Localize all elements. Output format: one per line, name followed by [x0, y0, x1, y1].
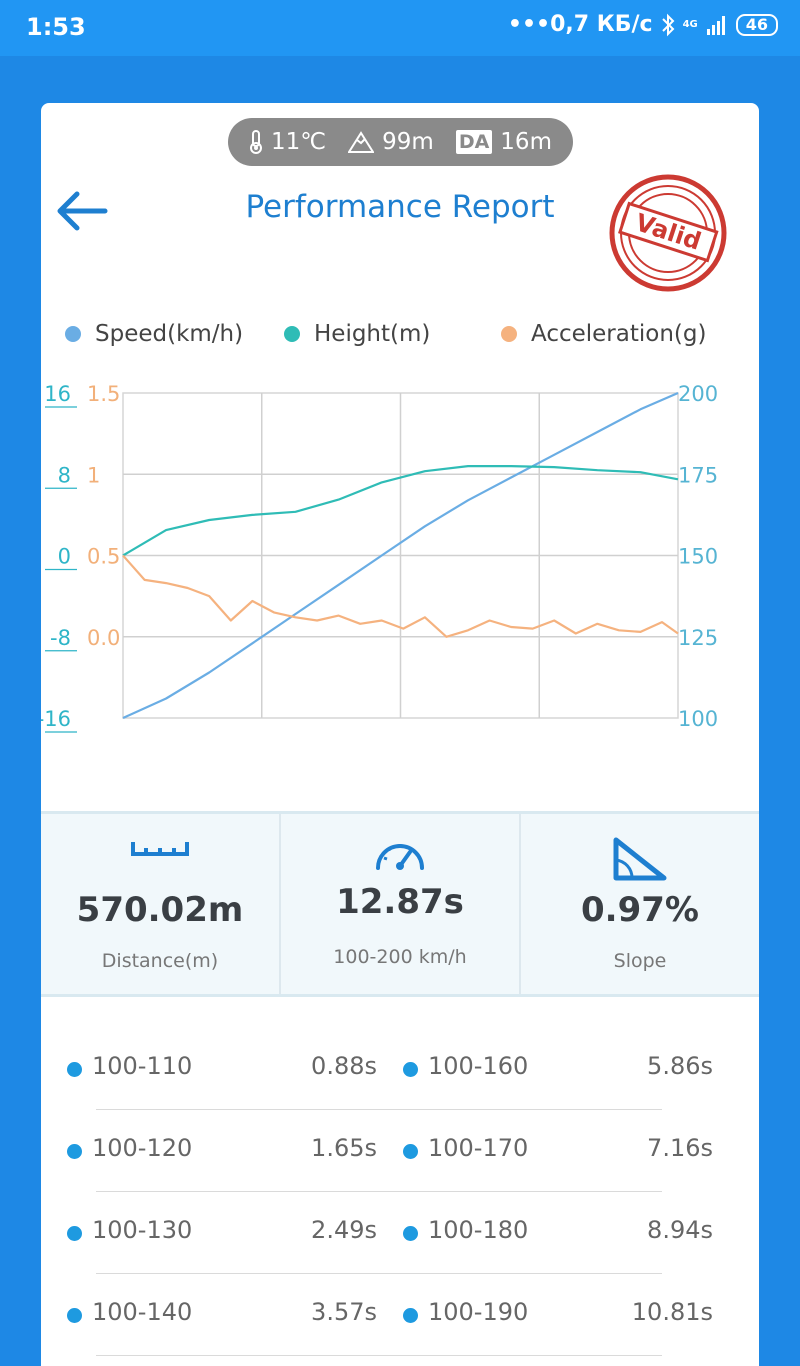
tick-label-acceleration: 0.0	[87, 626, 120, 650]
back-button[interactable]	[55, 189, 109, 237]
tick-label-acceleration: 1.5	[87, 382, 120, 406]
split-time: 5.86s	[647, 1052, 713, 1080]
list-item: 100-120 1.65s 100-170 7.16s	[41, 1110, 759, 1192]
mountain-icon	[348, 131, 375, 153]
stat-time-value: 12.87s	[336, 882, 464, 922]
series-line-speed	[122, 391, 679, 720]
split-time: 10.81s	[631, 1298, 713, 1326]
network-speed: •••0,7 КБ/с	[507, 12, 653, 37]
series-line-height	[122, 464, 679, 557]
legend-speed: Speed(km/h)	[65, 321, 243, 347]
stat-slope-value: 0.97%	[581, 890, 699, 930]
battery-indicator: 46	[735, 13, 778, 36]
split-time: 1.65s	[311, 1134, 377, 1162]
bluetooth-icon	[661, 13, 674, 36]
chart-legend: Speed(km/h) Height(m) Acceleration(g)	[41, 321, 759, 351]
tick-label-speed: 100	[678, 707, 718, 731]
split-range: 100-110	[92, 1052, 193, 1080]
slope-icon	[613, 837, 667, 881]
stat-slope: 0.97% Slope	[519, 814, 759, 994]
temperature: 11℃	[271, 129, 327, 155]
tick-label-height: -8	[50, 626, 71, 650]
stat-distance: 570.02m Distance(m)	[41, 814, 279, 994]
arrow-left-icon	[57, 191, 108, 231]
tick-label-height: 0	[58, 545, 71, 569]
network-type: 4G	[682, 19, 698, 30]
page-title: Performance Report	[245, 189, 555, 225]
status-bar: 1:53 •••0,7 КБ/с 4G 46	[0, 0, 800, 56]
stat-time-label: 100-200 km/h	[333, 946, 467, 968]
density-altitude-badge: DA	[455, 130, 493, 154]
tick-label-speed: 200	[678, 382, 718, 406]
list-item: 100-130 2.49s 100-180 8.94s	[41, 1192, 759, 1274]
altitude: 99m	[382, 129, 434, 155]
speedometer-icon	[376, 844, 424, 870]
list-item: 100-110 0.88s 100-160 5.86s	[41, 1028, 759, 1110]
split-times-list: 100-110 0.88s 100-160 5.86s 100-120 1.65…	[41, 1028, 759, 1356]
split-range: 100-140	[92, 1298, 193, 1326]
density-altitude: 16m	[500, 129, 552, 155]
split-range: 100-160	[428, 1052, 529, 1080]
performance-chart: 16 8 0 -8 -16 1.5 1 0.5 0.0 200 175 150 125 100	[41, 382, 718, 733]
valid-stamp: Valid	[609, 174, 727, 292]
split-time: 3.57s	[311, 1298, 377, 1326]
split-range: 100-170	[428, 1134, 529, 1162]
tick-label-height: -16	[41, 707, 71, 731]
stat-slope-label: Slope	[613, 950, 667, 972]
weather-pill: 11℃ 99m DA 16m	[228, 118, 573, 166]
tick-label-height: 8	[58, 463, 71, 487]
split-time: 2.49s	[311, 1216, 377, 1244]
legend-height: Height(m)	[284, 321, 430, 347]
split-range: 100-130	[92, 1216, 193, 1244]
split-time: 0.88s	[311, 1052, 377, 1080]
thermometer-icon	[250, 130, 263, 154]
series-line-acceleration	[122, 554, 679, 638]
stats-panel: 570.02m Distance(m) 12.87s 100-200 km/h	[41, 811, 759, 997]
report-card: 11℃ 99m DA 16m Performance Report Valid	[41, 103, 759, 1366]
split-time: 7.16s	[647, 1134, 713, 1162]
tick-label-speed: 150	[678, 545, 718, 569]
split-range: 100-190	[428, 1298, 529, 1326]
legend-acceleration: Acceleration(g)	[501, 321, 706, 347]
split-range: 100-120	[92, 1134, 193, 1162]
stat-time: 12.87s 100-200 km/h	[279, 814, 519, 994]
split-time: 8.94s	[647, 1216, 713, 1244]
ruler-icon	[131, 842, 189, 856]
signal-icon	[706, 15, 725, 35]
tick-label-speed: 125	[678, 626, 718, 650]
stat-distance-label: Distance(m)	[101, 950, 219, 972]
tick-label-height: 16	[44, 382, 71, 406]
status-icons: •••0,7 КБ/с 4G 46	[508, 12, 778, 37]
tick-label-speed: 175	[678, 463, 718, 487]
split-range: 100-180	[428, 1216, 529, 1244]
tick-label-acceleration: 1	[87, 463, 100, 487]
status-time: 1:53	[26, 13, 86, 41]
list-item: 100-140 3.57s 100-190 10.81s	[41, 1274, 759, 1356]
tick-label-acceleration: 0.5	[87, 545, 120, 569]
stat-distance-value: 570.02m	[76, 890, 244, 930]
